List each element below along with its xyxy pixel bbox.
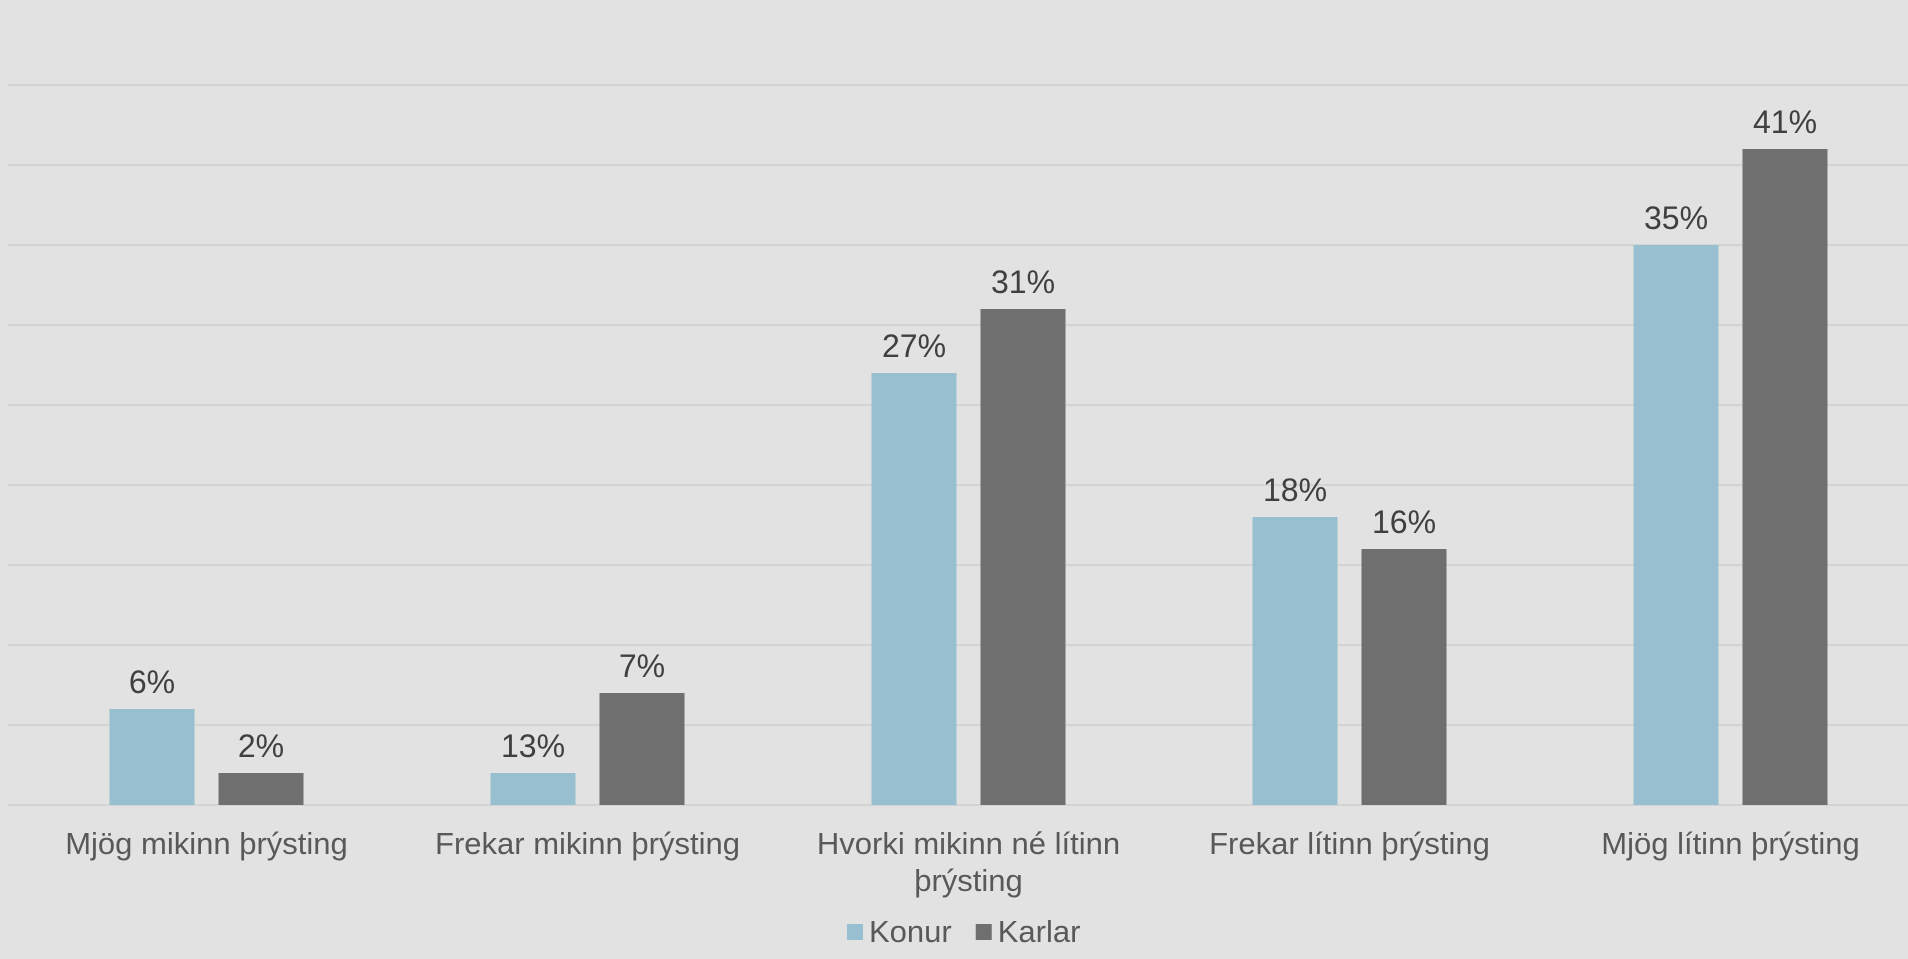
category-label-0: Mjög mikinn þrýsting: [65, 826, 348, 861]
legend-label-karlar: Karlar: [998, 914, 1081, 949]
category-label-2: Hvorki mikinn né lítinn þrýsting: [817, 826, 1120, 898]
legend-label-konur: Konur: [869, 914, 952, 949]
data-label-karlar-0: 2%: [238, 728, 284, 764]
data-label-karlar-1: 7%: [619, 648, 665, 684]
bar-karlar-4: [1742, 149, 1828, 805]
data-label-konur-2: 27%: [882, 328, 946, 364]
bar-karlar-1: [599, 693, 685, 805]
data-label-karlar-2: 31%: [991, 264, 1055, 300]
data-label-karlar-3: 16%: [1372, 504, 1436, 540]
data-labels: 6% 2% 13% 7% 27% 31% 18% 16% 35% 41%: [129, 104, 1817, 764]
data-label-karlar-4: 41%: [1753, 104, 1817, 140]
gridlines: [8, 84, 1908, 806]
bar-konur-0: [109, 709, 195, 805]
data-label-konur-4: 35%: [1644, 200, 1708, 236]
bar-konur-2: [871, 373, 957, 805]
bar-karlar-0: [218, 773, 304, 805]
legend: Konur Karlar: [847, 914, 1080, 949]
category-labels: Mjög mikinn þrýsting Frekar mikinn þrýsti…: [65, 826, 1860, 898]
bar-konur-3: [1252, 517, 1338, 805]
category-label-4: Mjög lítinn þrýsting: [1601, 826, 1859, 861]
data-label-konur-1: 13%: [501, 728, 565, 764]
bar-karlar-3: [1361, 549, 1447, 805]
bar-konur-1: [490, 773, 576, 805]
category-label-3: Frekar lítinn þrýsting: [1209, 826, 1490, 861]
legend-swatch-karlar: [975, 924, 992, 940]
legend-swatch-konur: [847, 924, 863, 940]
data-label-konur-3: 18%: [1263, 472, 1327, 508]
bars: [109, 149, 1828, 805]
bar-konur-4: [1633, 245, 1719, 805]
bar-karlar-2: [980, 309, 1066, 805]
category-label-1: Frekar mikinn þrýsting: [435, 826, 740, 861]
data-label-konur-0: 6%: [129, 664, 175, 700]
